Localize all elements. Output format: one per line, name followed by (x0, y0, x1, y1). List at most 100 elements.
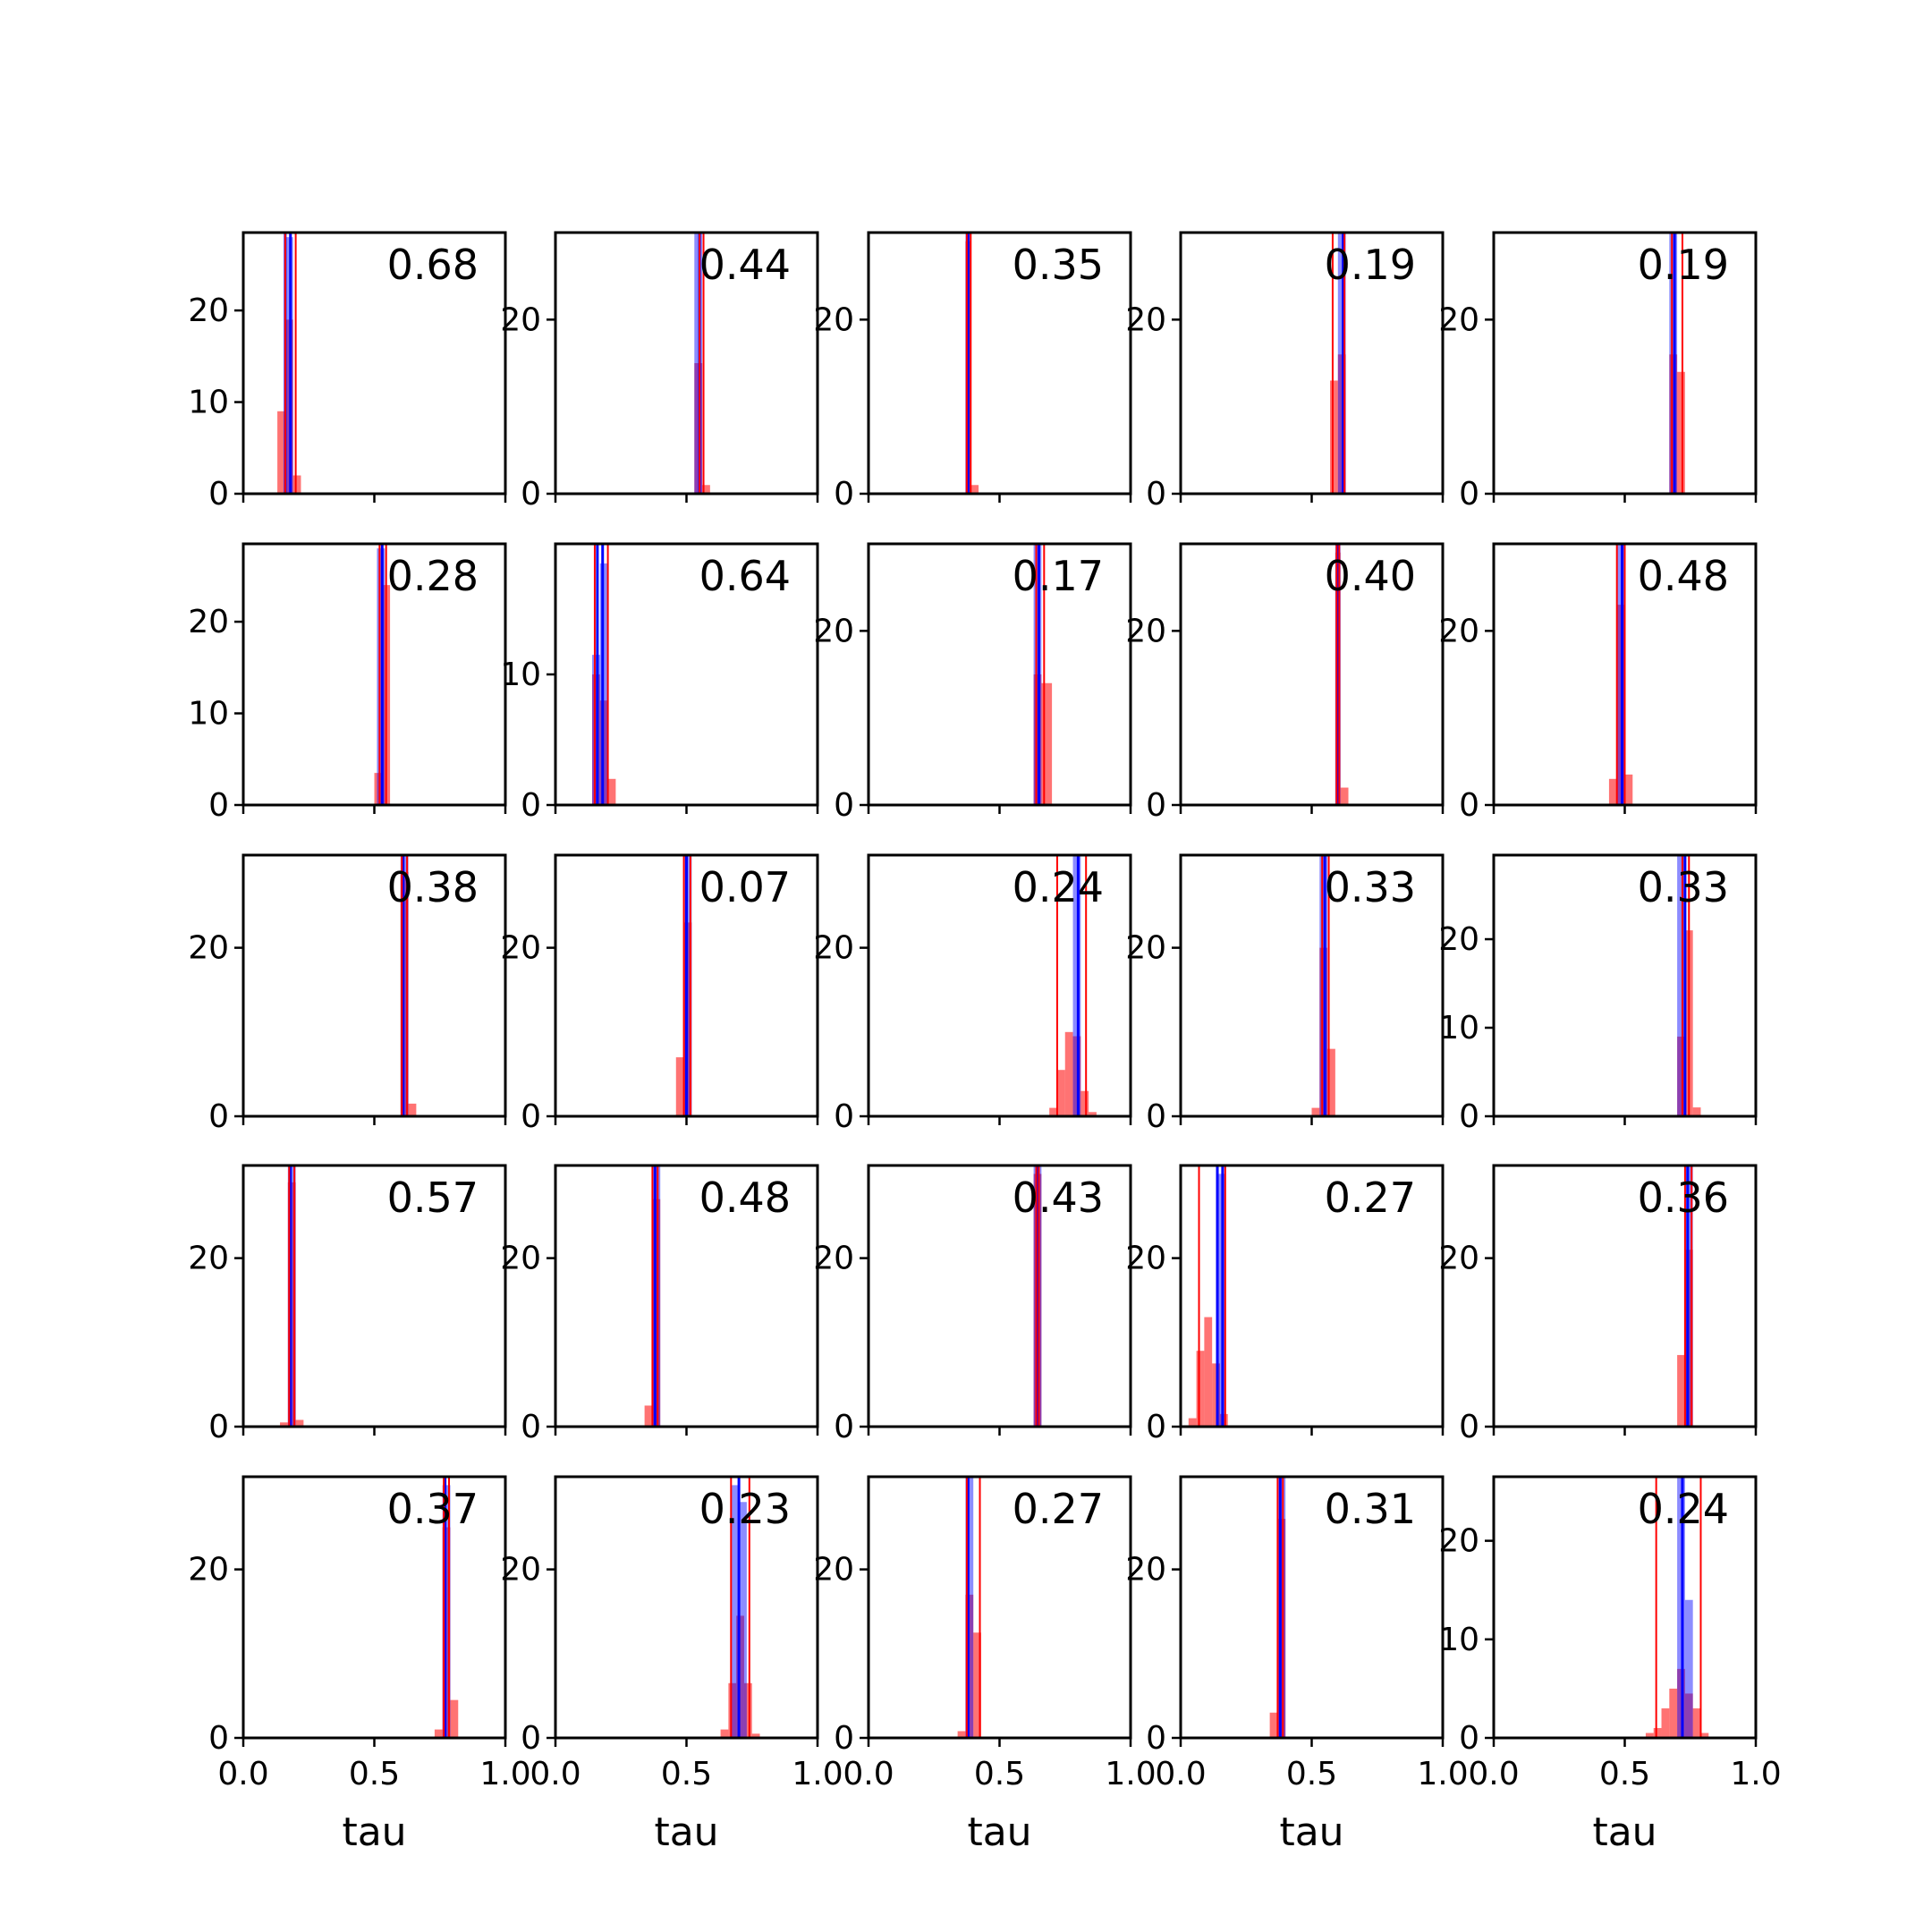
panel-annotation: 0.44 (699, 241, 791, 289)
x-tick-label: 0.5 (349, 1756, 400, 1792)
red-bar (1684, 1693, 1693, 1738)
panel-annotation: 0.07 (699, 863, 791, 911)
red-bar (1330, 380, 1338, 494)
panel-annotation: 0.36 (1638, 1174, 1729, 1222)
panel-5-1: 0 20 0.0 0.5 1.0 tau 0.37 (188, 1475, 531, 1855)
panel-1-1: 0 10 20 0.68 (188, 231, 507, 513)
red-bar (280, 1422, 288, 1427)
panel-5-3: 0 20 0.0 0.5 1.0 tau 0.27 (813, 1475, 1157, 1855)
y-tick-label: 0 (834, 787, 854, 824)
red-bar (1311, 1107, 1320, 1116)
y-tick-label: 20 (1438, 921, 1479, 958)
x-tick-label: 0.0 (1155, 1756, 1206, 1792)
panel-1-3: 0 20 0.35 (813, 231, 1132, 513)
y-tick-label: 0 (1146, 1098, 1166, 1135)
y-tick-label: 0 (1146, 787, 1166, 824)
x-tick-label: 0.0 (843, 1756, 894, 1792)
x-tick-label: 1.0 (1105, 1756, 1156, 1792)
red-bar (970, 485, 979, 494)
blue-bar (1684, 1599, 1693, 1738)
x-axis-label: tau (342, 1809, 406, 1855)
panel-3-4: 0 20 0.33 (1125, 853, 1445, 1135)
panel-annotation: 0.48 (699, 1174, 791, 1222)
x-tick-label: 0.5 (974, 1756, 1025, 1792)
x-axis-label: tau (1592, 1809, 1657, 1855)
panel-annotation: 0.68 (387, 241, 479, 289)
red-bar (1269, 1712, 1278, 1738)
panel-annotation: 0.48 (1638, 552, 1729, 600)
red-bar (1677, 371, 1685, 494)
panel-2-4: 0 20 0.40 (1125, 542, 1445, 824)
y-tick-label: 20 (1125, 301, 1166, 338)
red-bar (743, 1682, 752, 1738)
panel-annotation: 0.40 (1325, 552, 1416, 600)
panel-2-1: 0 10 20 0.28 (188, 542, 507, 824)
panel-annotation: 0.64 (699, 552, 791, 600)
y-tick-label: 0 (521, 1720, 541, 1757)
y-tick-label: 20 (813, 930, 854, 967)
y-tick-label: 20 (1438, 1241, 1479, 1277)
panel-2-3: 0 20 0.17 (813, 542, 1132, 824)
y-tick-label: 20 (500, 930, 541, 967)
x-tick-label: 0.0 (530, 1756, 580, 1792)
panel-3-5: 0 10 20 0.33 (1438, 853, 1758, 1135)
red-bar (1188, 1418, 1197, 1427)
panel-4-3: 0 20 0.43 (813, 1164, 1132, 1445)
red-bar (1677, 1036, 1685, 1116)
x-axis-label: tau (967, 1809, 1031, 1855)
y-tick-label: 10 (188, 696, 229, 733)
y-tick-label: 0 (208, 1409, 229, 1445)
blue-bar (1677, 855, 1685, 1116)
x-axis-label: tau (1279, 1809, 1343, 1855)
red-bar (675, 1057, 684, 1116)
red-bar (1692, 1107, 1701, 1116)
red-bar (1608, 778, 1617, 805)
y-tick-label: 20 (813, 613, 854, 649)
y-tick-label: 0 (521, 1409, 541, 1445)
y-tick-label: 10 (1438, 1622, 1479, 1658)
red-bar (751, 1733, 760, 1738)
y-tick-label: 20 (1125, 613, 1166, 649)
red-bar (292, 475, 301, 494)
red-bar (702, 485, 710, 494)
y-tick-label: 20 (188, 930, 229, 967)
panels-layer: 0 10 20 0.68 0 20 0.44 0 20 0.35 0 20 0.19 0 20 0.19 0 10… (188, 231, 1782, 1855)
red-bar (607, 778, 616, 805)
panel-5-2: 0 20 0.0 0.5 1.0 tau 0.23 (500, 1475, 843, 1855)
red-bar (728, 1682, 737, 1738)
y-tick-label: 20 (813, 1552, 854, 1589)
x-tick-label: 0.0 (217, 1756, 268, 1792)
y-tick-label: 0 (521, 476, 541, 513)
red-bar (1661, 1707, 1670, 1738)
x-tick-label: 0.5 (1286, 1756, 1337, 1792)
panel-annotation: 0.57 (387, 1174, 479, 1222)
y-tick-label: 0 (834, 1720, 854, 1757)
y-tick-label: 0 (1146, 476, 1166, 513)
panel-4-5: 0 20 0.36 (1438, 1164, 1758, 1445)
x-tick-label: 1.0 (1730, 1756, 1781, 1792)
blue-bar (731, 1485, 740, 1738)
y-tick-label: 10 (188, 385, 229, 421)
y-tick-label: 0 (1146, 1409, 1166, 1445)
panel-1-2: 0 20 0.44 (500, 231, 819, 513)
red-bar (644, 1405, 653, 1427)
red-bar (973, 1632, 981, 1738)
panel-3-1: 0 20 0.38 (188, 853, 507, 1135)
red-bar (450, 1699, 459, 1738)
y-tick-label: 0 (208, 1720, 229, 1757)
y-tick-label: 0 (834, 1098, 854, 1135)
panel-annotation: 0.31 (1325, 1485, 1416, 1533)
panel-annotation: 0.33 (1325, 863, 1416, 911)
y-tick-label: 20 (1438, 613, 1479, 649)
panel-annotation: 0.17 (1013, 552, 1104, 600)
red-bar (1653, 1727, 1662, 1738)
y-tick-label: 20 (1125, 930, 1166, 967)
y-tick-label: 20 (813, 301, 854, 338)
y-tick-label: 20 (188, 1241, 229, 1277)
y-tick-label: 20 (1125, 1241, 1166, 1277)
red-bar (1041, 682, 1053, 805)
x-tick-label: 1.0 (1417, 1756, 1468, 1792)
y-tick-label: 10 (1438, 1010, 1479, 1046)
y-tick-label: 20 (188, 604, 229, 640)
panel-annotation: 0.38 (387, 863, 479, 911)
